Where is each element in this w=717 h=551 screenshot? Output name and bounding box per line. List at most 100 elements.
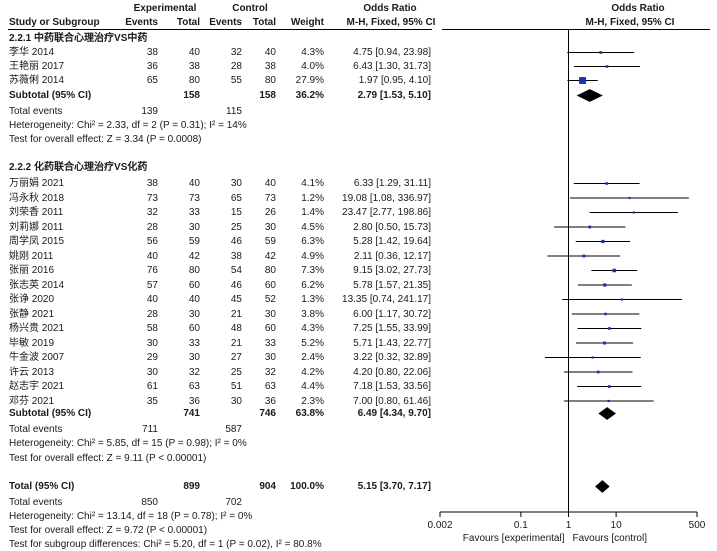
e-events-cell: 57	[146, 279, 158, 291]
ci-cell: 2.11 [0.36, 12.17]	[353, 250, 431, 262]
ci-cell: 5.15 [3.70, 7.17]	[357, 481, 431, 492]
subtotal-label: Total (95% CI)	[9, 481, 75, 492]
weight-cell: 1.3%	[301, 294, 324, 305]
weight-cell: 36.2%	[295, 90, 324, 101]
study-name: 牛金波 2007	[9, 352, 65, 363]
c-events-cell: 15	[230, 207, 242, 218]
point-estimate	[607, 399, 610, 403]
c-total-cell: 30	[264, 352, 276, 363]
study-name: 苏薇俐 2014	[9, 75, 65, 86]
weight-cell: 100.0%	[290, 481, 324, 492]
e-events-cell: 40	[146, 250, 158, 262]
c-events-cell: 25	[230, 366, 242, 378]
study-name: 许云 2013	[9, 366, 55, 378]
weight-cell: 1.2%	[301, 192, 324, 204]
study-name: 毕敏 2019	[9, 337, 55, 349]
c-events-cell: 45	[230, 294, 242, 305]
e-events-cell: 35	[146, 395, 158, 407]
c-total-cell: 26	[264, 207, 276, 218]
ci-cell: 23.47 [2.77, 198.86]	[342, 207, 431, 218]
c-events-cell: 54	[230, 265, 242, 276]
weight-cell: 63.8%	[295, 408, 324, 419]
ci-cell: 5.28 [1.42, 19.64]	[353, 236, 431, 247]
e-total-header: Total	[176, 17, 200, 28]
experimental-header: Experimental	[133, 3, 197, 14]
ci-cell: 2.80 [0.50, 15.73]	[353, 221, 431, 233]
weight-cell: 2.4%	[301, 352, 324, 363]
point-estimate	[632, 211, 635, 214]
e-events-cell: 61	[146, 381, 158, 392]
e-total-cell: 60	[188, 323, 200, 334]
favours-control-label: Favours [control]	[573, 533, 648, 544]
ci-cell: 7.25 [1.55, 33.99]	[353, 323, 431, 334]
c-total-cell: 30	[264, 221, 276, 233]
weight-header: Weight	[290, 17, 324, 28]
c-events-cell: 65	[230, 192, 242, 204]
c-events-cell: 38	[230, 250, 242, 262]
summary-diamond	[595, 480, 610, 493]
e-events-cell: 58	[146, 323, 158, 334]
weight-cell: 1.4%	[301, 207, 324, 218]
point-estimate	[603, 283, 607, 287]
point-estimate	[605, 65, 609, 68]
point-estimate	[612, 268, 617, 273]
e-total-cell: 158	[183, 90, 200, 101]
overall-effect-text: Test for overall effect: Z = 9.11 (P < 0…	[9, 453, 207, 464]
e-events-cell: 65	[146, 75, 158, 86]
e-total-cell: 30	[188, 308, 200, 320]
c-events-cell: 30	[230, 178, 242, 189]
ci-cell: 6.43 [1.30, 31.73]	[353, 61, 431, 72]
weight-cell: 6.3%	[301, 236, 324, 247]
method-ci-header-right: M-H, Fixed, 95% CI	[585, 17, 675, 28]
e-total-cell: 73	[188, 192, 200, 204]
study-name: 杨兴贵 2021	[9, 323, 65, 334]
total-events-label: Total events	[9, 497, 63, 508]
e-total-cell: 42	[188, 250, 200, 262]
e-total-cell: 36	[188, 395, 200, 407]
x-tick-label: 0.002	[427, 520, 452, 531]
c-events-cell: 28	[230, 61, 242, 72]
point-estimate	[603, 341, 607, 345]
point-estimate	[604, 312, 607, 316]
study-name: 张诤 2020	[9, 294, 55, 305]
weight-cell: 4.5%	[301, 221, 324, 233]
e-events-cell: 30	[146, 366, 158, 378]
e-total-cell: 63	[188, 381, 200, 392]
e-total-cell: 899	[183, 481, 200, 492]
e-total-cell: 59	[188, 236, 200, 247]
c-events-cell: 32	[230, 47, 242, 58]
weight-cell: 7.3%	[301, 265, 324, 276]
study-name: 姚刚 2011	[9, 250, 54, 262]
point-estimate	[588, 225, 592, 229]
e-total-cell: 40	[188, 178, 200, 189]
c-events-cell: 48	[230, 323, 242, 334]
ci-cell: 6.00 [1.17, 30.72]	[353, 308, 431, 320]
point-estimate	[620, 298, 624, 301]
header-rule-right	[442, 29, 710, 30]
study-name: 李华 2014	[9, 47, 55, 58]
ci-cell: 2.79 [1.53, 5.10]	[357, 90, 431, 101]
subgroup-title: 2.2.1 中药联合心理治疗VS中药	[9, 33, 148, 44]
e-total-cell: 30	[188, 221, 200, 233]
point-estimate	[596, 370, 600, 374]
study-name: 王艳丽 2017	[9, 61, 65, 72]
heterogeneity-text: Heterogeneity: Chi² = 13.14, df = 18 (P …	[9, 511, 253, 522]
study-name: 张丽 2016	[9, 265, 55, 276]
summary-diamond	[576, 89, 603, 102]
study-name: 张志英 2014	[9, 279, 65, 291]
c-total-cell: 38	[264, 61, 276, 72]
c-total-header: Total	[252, 17, 276, 28]
e-events-cell: 73	[146, 192, 158, 204]
c-total-cell: 52	[264, 294, 276, 305]
c-events-cell: 30	[230, 395, 242, 407]
c-total-cell: 63	[264, 381, 276, 392]
weight-cell: 4.1%	[301, 178, 324, 189]
e-events-cell: 28	[146, 308, 158, 320]
point-estimate	[607, 385, 611, 388]
c-total-cell: 32	[264, 366, 276, 378]
c-total-cell: 60	[264, 279, 276, 291]
study-name: 周学凤 2015	[9, 236, 65, 247]
x-tick-label: 500	[689, 520, 706, 531]
